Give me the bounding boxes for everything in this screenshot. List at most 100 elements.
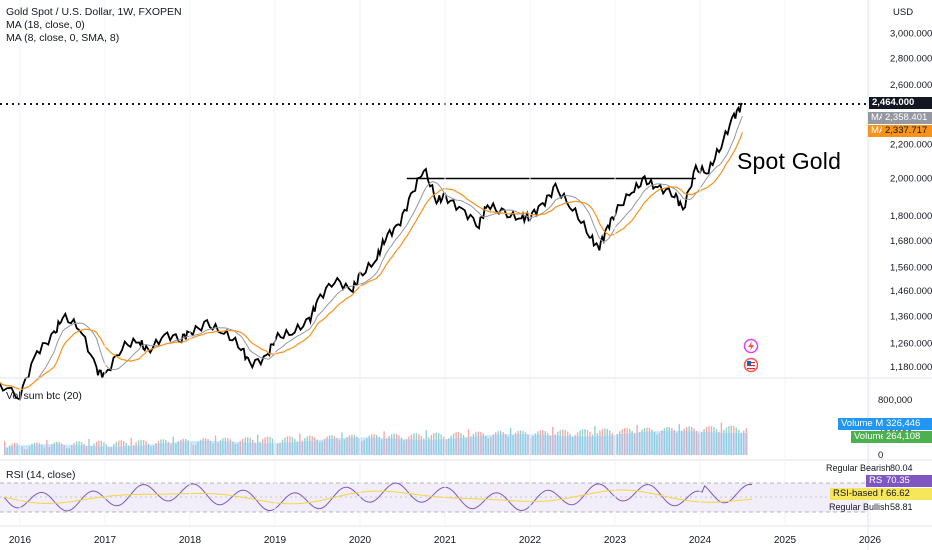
volume-bar xyxy=(249,438,251,455)
symbol-legend[interactable]: Gold Spot / U.S. Dollar, 1W, FXOPEN xyxy=(6,6,182,18)
volume-bar xyxy=(713,427,715,455)
volume-bar xyxy=(165,440,167,455)
volume-bar xyxy=(207,439,209,455)
volume-bar xyxy=(341,432,343,455)
volume-bar xyxy=(683,428,685,455)
volume-bar xyxy=(465,437,467,455)
volume-pane[interactable] xyxy=(4,422,748,455)
volume-bar xyxy=(46,439,48,455)
volume-bar xyxy=(594,426,596,455)
volume-bar xyxy=(505,434,507,455)
volume-bar xyxy=(219,440,222,455)
volume-bar xyxy=(455,432,457,455)
volume-bar xyxy=(338,440,341,455)
volume-bar xyxy=(457,432,460,455)
volume-ma-tag-name: Volume MA xyxy=(838,418,890,430)
volume-bar xyxy=(182,438,184,455)
volume-legend[interactable]: Vol sum btc (20) xyxy=(6,390,82,402)
volume-bar xyxy=(51,444,53,455)
volume-bar xyxy=(289,436,291,455)
volume-tick-label: 800,000 xyxy=(878,395,912,406)
currency-label[interactable]: USD xyxy=(893,7,914,18)
ma-slow-tag-value: 2,337.717 xyxy=(882,125,932,137)
volume-bar xyxy=(740,432,742,455)
price-tick-label: 1,460.000 xyxy=(890,286,932,297)
price-tick-label: 1,260.000 xyxy=(890,339,932,350)
year-label: 2020 xyxy=(349,535,372,546)
ma-fast-tag-value: 2,358.401 xyxy=(882,112,932,124)
volume-bar xyxy=(643,428,646,455)
volume-bar xyxy=(16,443,18,455)
volume-bar xyxy=(445,439,447,455)
volume-bar xyxy=(190,442,192,455)
volume-bar xyxy=(63,445,65,455)
volume-bar xyxy=(507,436,509,455)
flag-stripe xyxy=(747,368,755,370)
price-tick-label: 1,360.000 xyxy=(890,311,932,322)
volume-bar xyxy=(58,442,60,455)
year-label: 2019 xyxy=(264,535,287,546)
regular-bullish-value: 58.81 xyxy=(890,502,913,512)
price-pane[interactable] xyxy=(0,102,868,401)
volume-bar xyxy=(31,443,33,455)
volume-bar xyxy=(167,441,170,455)
regular-bearish-value: 80.04 xyxy=(890,463,913,473)
event-icons[interactable] xyxy=(743,338,759,374)
volume-bar xyxy=(497,431,499,455)
volume-bar xyxy=(38,443,41,455)
volume-bar xyxy=(423,438,425,455)
volume-bar xyxy=(487,438,489,455)
volume-bar xyxy=(353,435,356,455)
rsi-pane[interactable] xyxy=(0,482,868,513)
volume-bar xyxy=(725,427,728,455)
volume-bar xyxy=(527,434,529,455)
spot-gold-annotation[interactable]: Spot Gold xyxy=(737,148,842,174)
volume-bar xyxy=(606,429,608,455)
volume-bar xyxy=(306,436,308,455)
volume-bar xyxy=(333,436,336,455)
volume-bar xyxy=(66,448,68,455)
volume-bar xyxy=(485,435,487,455)
volume-bar xyxy=(472,433,475,455)
ma-8-legend[interactable]: MA (8, close, 0, SMA, 8) xyxy=(6,32,120,44)
volume-bar xyxy=(443,436,445,455)
volume-bar xyxy=(276,443,279,455)
price-tick-label: 2,000.000 xyxy=(890,174,932,185)
volume-bar xyxy=(447,438,450,455)
volume-bar xyxy=(567,431,569,455)
volume-bar xyxy=(177,441,179,455)
volume-bar xyxy=(108,447,110,455)
year-label: 2022 xyxy=(519,535,542,546)
volume-bar xyxy=(314,437,316,455)
volume-bar xyxy=(242,438,244,455)
ma-18-legend[interactable]: MA (18, close, 0) xyxy=(6,19,85,31)
volume-bar xyxy=(259,441,261,455)
volume-bar xyxy=(234,444,236,455)
rsi-legend[interactable]: RSI (14, close) xyxy=(6,469,76,481)
volume-bar xyxy=(710,426,713,455)
price-tick-label: 1,680.000 xyxy=(890,236,932,247)
volume-bar xyxy=(6,448,8,455)
volume-bar xyxy=(368,435,370,455)
price-tick-label: 3,000.000 xyxy=(890,29,932,40)
volume-bar xyxy=(257,434,259,455)
ma-slow-line xyxy=(0,132,744,391)
volume-bar xyxy=(730,425,732,455)
volume-bar xyxy=(549,435,551,455)
volume-bar xyxy=(673,430,675,455)
volume-bar xyxy=(524,432,527,455)
volume-bar xyxy=(224,437,227,455)
volume-bar xyxy=(695,430,698,455)
volume-bar xyxy=(420,435,422,455)
volume-bar xyxy=(666,427,668,455)
volume-bar xyxy=(517,431,519,455)
volume-bar xyxy=(676,432,678,455)
rsi-tag-name: RSI xyxy=(866,475,885,487)
volume-bar xyxy=(351,434,353,455)
volume-bar xyxy=(430,434,432,455)
volume-bar xyxy=(348,435,351,455)
price-line xyxy=(0,102,743,401)
volume-bar xyxy=(470,436,472,455)
volume-bar xyxy=(452,433,455,455)
